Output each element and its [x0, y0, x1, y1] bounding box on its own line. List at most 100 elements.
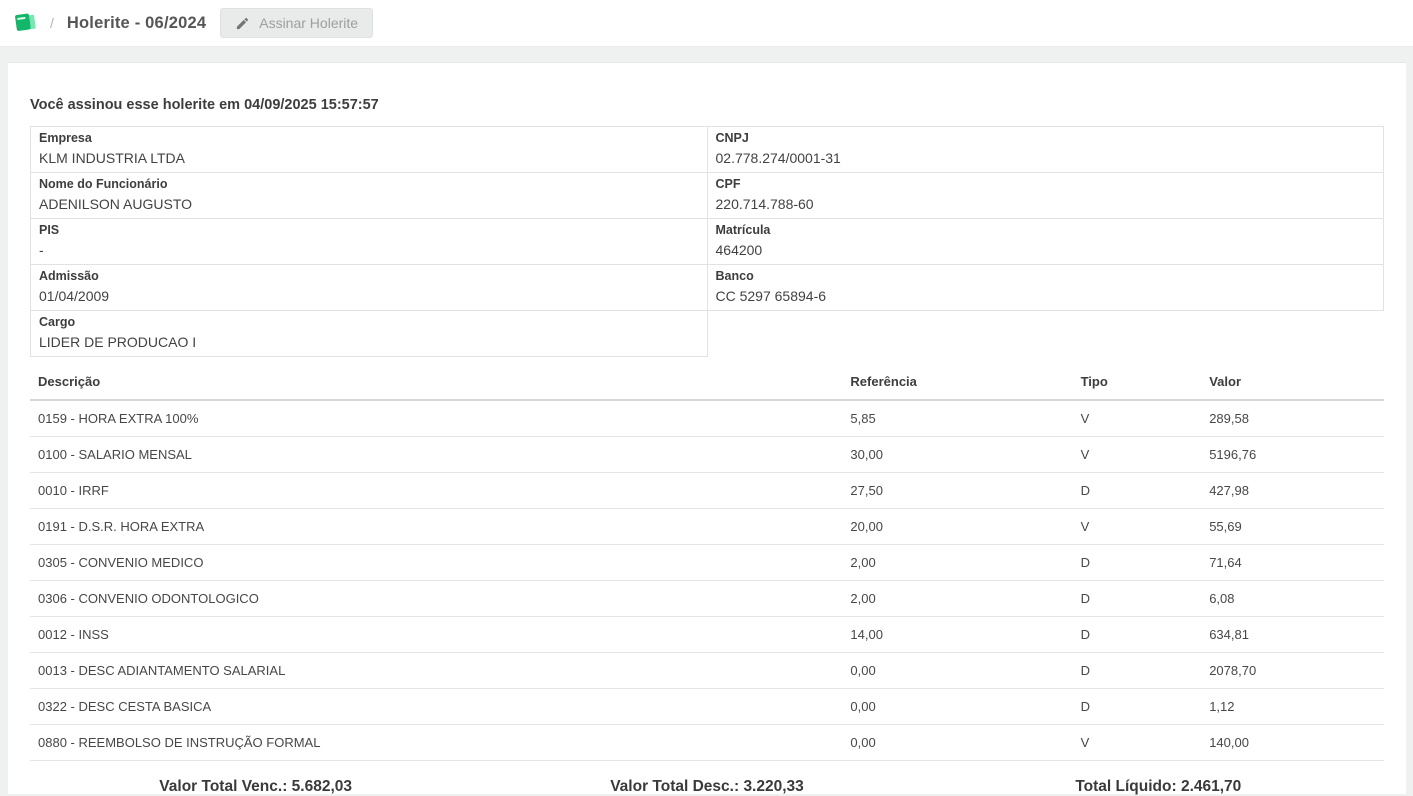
info-row: Cargo LIDER DE PRODUCAO I: [30, 310, 1384, 357]
book-icon[interactable]: [14, 13, 36, 33]
reference-cell: 5,85: [842, 400, 1073, 437]
employee-info-table: Empresa KLM INDUSTRIA LTDA CNPJ 02.778.274/…: [30, 126, 1384, 357]
field-value: ADENILSON AUGUSTO: [39, 196, 193, 212]
value-cell: 289,58: [1201, 400, 1384, 437]
payroll-table: Descrição Referência Tipo Valor 0159 - H…: [30, 366, 1384, 761]
field-label: Banco: [715, 269, 754, 283]
field-label: Nome do Funcionário: [39, 177, 168, 191]
sign-button-label: Assinar Holerite: [259, 15, 359, 31]
header-tipo: Tipo: [1072, 366, 1202, 401]
type-cell: D: [1072, 580, 1202, 617]
field-value: LIDER DE PRODUCAO I: [39, 334, 197, 350]
type-cell: V: [1072, 400, 1202, 437]
info-row: Admissão 01/04/2009 Banco CC 5297 65894-6: [30, 264, 1384, 311]
description-cell: 0100 - SALARIO MENSAL: [30, 436, 843, 473]
field-label: Empresa: [39, 131, 92, 145]
pencil-icon: [237, 17, 249, 29]
payroll-row: 0191 - D.S.R. HORA EXTRA 20,00 V 55,69: [30, 508, 1384, 545]
value-cell: 2078,70: [1201, 652, 1384, 689]
info-row: Nome do Funcionário ADENILSON AUGUSTO CPF 2…: [30, 172, 1384, 219]
type-cell: V: [1072, 508, 1202, 545]
field-label: PIS: [39, 223, 60, 237]
info-row: Empresa KLM INDUSTRIA LTDA CNPJ 02.778.274/…: [30, 126, 1384, 173]
total-desc-label: Valor Total Desc.:: [610, 778, 740, 795]
header-descricao: Descrição: [30, 366, 843, 401]
payroll-row: 0010 - IRRF 27,50 D 427,98: [30, 472, 1384, 509]
field-value: -: [39, 242, 44, 258]
payroll-row: 0013 - DESC ADIANTAMENTO SALARIAL 0,00 D 20…: [30, 652, 1384, 689]
reference-cell: 2,00: [842, 544, 1073, 581]
field-label: CNPJ: [715, 131, 749, 145]
total-liquido: Total Líquido: 2.461,70: [933, 778, 1384, 796]
total-desc-value: 3.220,33: [743, 778, 804, 795]
description-cell: 0305 - CONVENIO MEDICO: [30, 544, 843, 581]
value-cell: 71,64: [1201, 544, 1384, 581]
field-label: Admissão: [39, 269, 99, 283]
info-cell: Nome do Funcionário ADENILSON AUGUSTO: [30, 172, 708, 219]
value-cell: 140,00: [1201, 724, 1384, 761]
description-cell: 0322 - DESC CESTA BASICA: [30, 688, 843, 725]
reference-cell: 30,00: [842, 436, 1073, 473]
header-valor: Valor: [1201, 366, 1384, 401]
breadcrumb-separator: /: [50, 15, 54, 31]
header-referencia: Referência: [842, 366, 1073, 401]
total-liquido-label: Total Líquido:: [1075, 778, 1177, 795]
field-label: CPF: [715, 177, 741, 191]
reference-cell: 2,00: [842, 580, 1073, 617]
value-cell: 6,08: [1201, 580, 1384, 617]
payroll-row: 0322 - DESC CESTA BASICA 0,00 D 1,12: [30, 688, 1384, 725]
reference-cell: 20,00: [842, 508, 1073, 545]
type-cell: V: [1072, 436, 1202, 473]
type-cell: D: [1072, 688, 1202, 725]
field-label: Matrícula: [715, 223, 771, 237]
value-cell: 5196,76: [1201, 436, 1384, 473]
type-cell: D: [1072, 616, 1202, 653]
description-cell: 0012 - INSS: [30, 616, 843, 653]
info-cell: CPF 220.714.788-60: [706, 172, 1384, 219]
description-cell: 0191 - D.S.R. HORA EXTRA: [30, 508, 843, 545]
empty-cell: [707, 311, 1384, 357]
payroll-header-row: Descrição Referência Tipo Valor: [30, 366, 1384, 401]
field-label: Cargo: [39, 315, 76, 329]
total-liquido-value: 2.461,70: [1180, 778, 1242, 795]
value-cell: 1,12: [1201, 688, 1384, 725]
type-cell: V: [1072, 724, 1202, 761]
description-cell: 0159 - HORA EXTRA 100%: [30, 400, 843, 437]
value-cell: 634,81: [1201, 616, 1384, 653]
info-row: PIS - Matrícula 464200: [30, 218, 1384, 265]
reference-cell: 0,00: [842, 688, 1073, 725]
value-cell: 55,69: [1201, 508, 1384, 545]
description-cell: 0306 - CONVENIO ODONTOLOGICO: [30, 580, 843, 617]
info-cell: PIS -: [30, 218, 708, 265]
description-cell: 0010 - IRRF: [30, 472, 843, 509]
sign-holerite-button[interactable]: Assinar Holerite: [220, 8, 374, 38]
reference-cell: 14,00: [842, 616, 1073, 653]
signed-message: Você assinou esse holerite em 04/09/2025…: [30, 97, 379, 113]
type-cell: D: [1072, 472, 1202, 509]
info-cell: Matrícula 464200: [706, 218, 1384, 265]
total-venc-value: 5.682,03: [291, 778, 353, 795]
holerite-card: Você assinou esse holerite em 04/09/2025…: [8, 62, 1406, 796]
description-cell: 0880 - REEMBOLSO DE INSTRUÇÃO FORMAL: [30, 724, 843, 761]
payroll-row: 0100 - SALARIO MENSAL 30,00 V 5196,76: [30, 436, 1384, 473]
top-bar: / Holerite - 06/2024 Assinar Holerite: [0, 0, 1413, 47]
payroll-row: 0306 - CONVENIO ODONTOLOGICO 2,00 D 6,08: [30, 580, 1384, 617]
info-cell: CNPJ 02.778.274/0001-31: [706, 126, 1384, 173]
type-cell: D: [1072, 652, 1202, 689]
field-value: CC 5297 65894-6: [715, 288, 827, 304]
payroll-row: 0305 - CONVENIO MEDICO 2,00 D 71,64: [30, 544, 1384, 581]
total-vencimentos: Valor Total Venc.: 5.682,03: [30, 778, 481, 796]
totals-row: Valor Total Venc.: 5.682,03 Valor Total …: [30, 778, 1384, 796]
info-cell: Admissão 01/04/2009: [30, 264, 708, 311]
field-value: 01/04/2009: [39, 288, 110, 304]
field-value: KLM INDUSTRIA LTDA: [39, 150, 185, 166]
type-cell: D: [1072, 544, 1202, 581]
payroll-row: 0159 - HORA EXTRA 100% 5,85 V 289,58: [30, 400, 1384, 437]
page-title: Holerite - 06/2024: [66, 13, 207, 32]
reference-cell: 0,00: [842, 724, 1073, 761]
value-cell: 427,98: [1201, 472, 1384, 509]
field-value: 02.778.274/0001-31: [715, 150, 841, 166]
field-value: 464200: [715, 242, 763, 258]
total-venc-label: Valor Total Venc.:: [159, 778, 288, 795]
info-cell: Cargo LIDER DE PRODUCAO I: [30, 310, 708, 357]
